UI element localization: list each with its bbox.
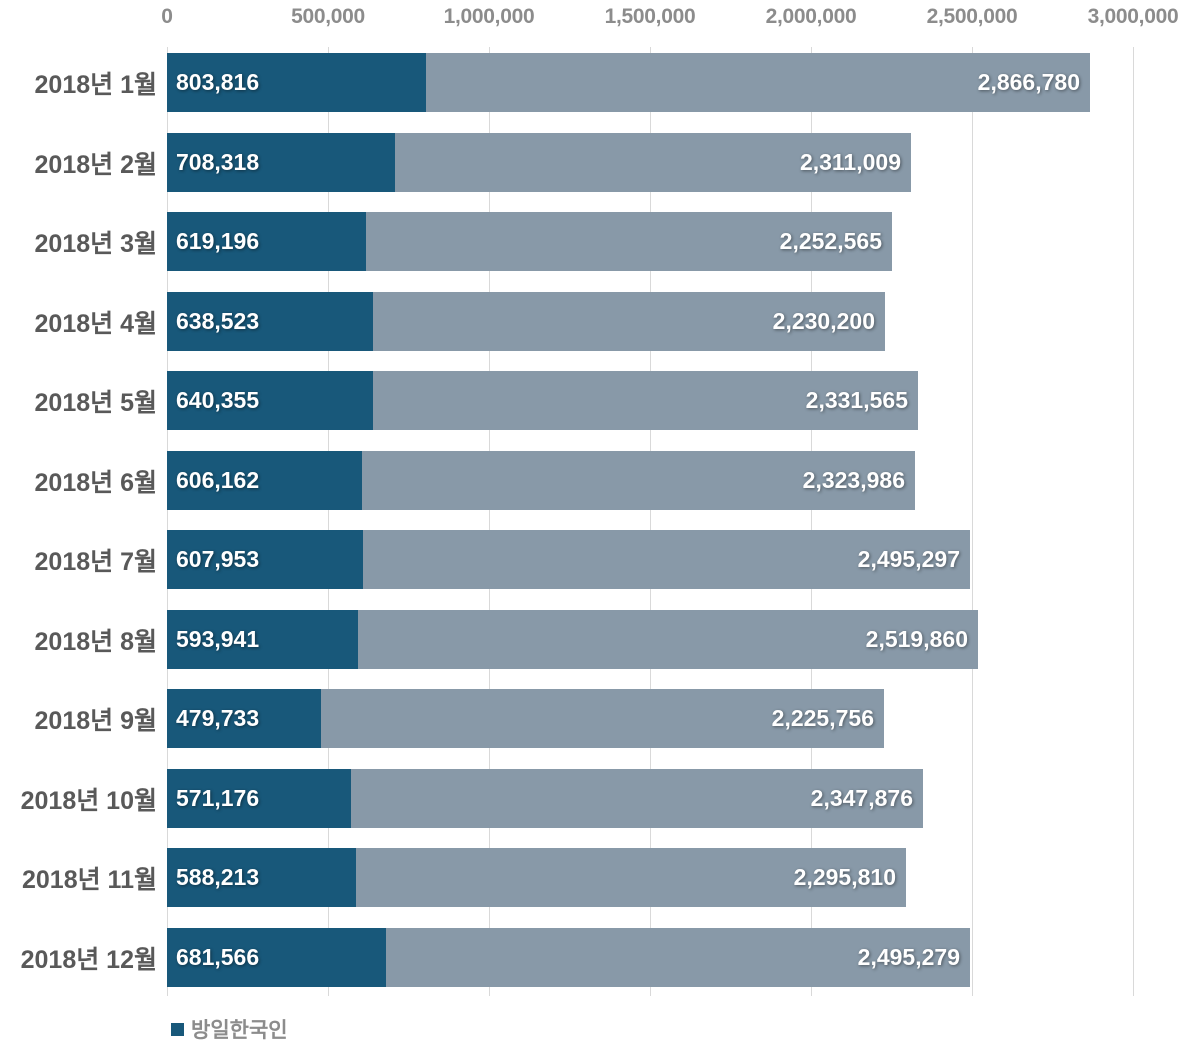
gridline <box>167 47 168 996</box>
category-label: 2018년 5월 <box>34 388 157 417</box>
legend-label: 방일한국인 <box>191 1019 288 1042</box>
bar-korean-value-label: 681,566 <box>176 944 260 970</box>
bar-row: 607,953 2,495,297 <box>167 530 970 589</box>
legend: 방일한국인 <box>171 1015 288 1043</box>
bar-total-value-label: 2,495,279 <box>857 944 960 970</box>
bar-korean-value-label: 607,953 <box>176 546 260 572</box>
category-label: 2018년 7월 <box>34 547 157 576</box>
bar-total-value-label: 2,311,009 <box>799 149 901 175</box>
bar-korean-segment <box>167 530 363 589</box>
gridline <box>650 47 651 996</box>
bar-total-value-label: 2,495,297 <box>857 546 960 572</box>
bar-korean-value-label: 638,523 <box>176 308 260 334</box>
bar-row: 681,566 2,495,279 <box>167 928 970 987</box>
bar-total-value-label: 2,252,565 <box>779 228 882 254</box>
axis-tick-label: 0 <box>161 5 173 28</box>
bar-korean-segment <box>167 769 351 828</box>
bar-row: 571,176 2,347,876 <box>167 769 923 828</box>
bar-total-value-label: 2,347,876 <box>810 785 913 811</box>
bar-total-value-label: 2,295,810 <box>793 864 896 890</box>
bar-total-value-label: 2,866,780 <box>977 69 1080 95</box>
axis-tick-label: 2,500,000 <box>926 5 1018 28</box>
category-label: 2018년 1월 <box>34 70 157 99</box>
category-label: 2018년 4월 <box>34 309 157 338</box>
bar-row: 593,941 2,519,860 <box>167 610 978 669</box>
bar-korean-segment <box>167 689 321 748</box>
bar-row: 638,523 2,230,200 <box>167 292 885 351</box>
category-label: 2018년 12월 <box>20 945 157 974</box>
bar-row: 479,733 2,225,756 <box>167 689 884 748</box>
bar-korean-segment <box>167 53 426 112</box>
bar-korean-value-label: 640,355 <box>176 387 260 413</box>
axis-tick-label: 1,000,000 <box>443 5 535 28</box>
axis-tick-label: 2,000,000 <box>765 5 857 28</box>
bar-total-value-label: 2,519,860 <box>865 626 968 652</box>
bar-row: 588,213 2,295,810 <box>167 848 906 907</box>
category-label: 2018년 10월 <box>20 786 157 815</box>
axis-tick-label: 500,000 <box>291 5 365 28</box>
category-label: 2018년 2월 <box>34 150 157 179</box>
bar-korean-segment <box>167 451 362 510</box>
bar-korean-segment <box>167 371 373 430</box>
bar-total-value-label: 2,323,986 <box>802 467 905 493</box>
gridline <box>489 47 490 996</box>
bar-korean-segment <box>167 848 356 907</box>
category-label: 2018년 9월 <box>34 706 157 735</box>
bar-row: 803,816 2,866,780 <box>167 53 1090 112</box>
bar-korean-value-label: 619,196 <box>176 228 260 254</box>
gridline <box>811 47 812 996</box>
axis-tick-label: 3,000,000 <box>1087 5 1179 28</box>
bar-korean-segment <box>167 212 366 271</box>
gridline <box>328 47 329 996</box>
bar-korean-value-label: 708,318 <box>176 149 260 175</box>
bar-korean-segment <box>167 610 358 669</box>
axis-tick-label: 1,500,000 <box>604 5 696 28</box>
bar-korean-segment <box>167 133 395 192</box>
category-label: 2018년 3월 <box>34 229 157 258</box>
category-label: 2018년 8월 <box>34 627 157 656</box>
bar-korean-value-label: 803,816 <box>176 69 260 95</box>
bar-korean-segment <box>167 292 373 351</box>
bar-korean-segment <box>167 928 386 987</box>
bar-korean-value-label: 571,176 <box>176 785 260 811</box>
bar-row: 708,318 2,311,009 <box>167 133 911 192</box>
bar-korean-value-label: 593,941 <box>176 626 260 652</box>
bar-total-value-label: 2,230,200 <box>772 308 875 334</box>
bar-total-value-label: 2,225,756 <box>771 705 874 731</box>
bar-row: 619,196 2,252,565 <box>167 212 892 271</box>
bar-row: 640,355 2,331,565 <box>167 371 918 430</box>
gridline <box>972 47 973 996</box>
gridline <box>1133 47 1134 996</box>
bar-korean-value-label: 588,213 <box>176 864 260 890</box>
bar-korean-value-label: 606,162 <box>176 467 260 493</box>
category-label: 2018년 11월 <box>22 865 157 894</box>
bar-korean-value-label: 479,733 <box>176 705 260 731</box>
legend-swatch-icon <box>171 1022 184 1036</box>
bar-total-value-label: 2,331,565 <box>805 387 908 413</box>
bar-row: 606,162 2,323,986 <box>167 451 915 510</box>
category-label: 2018년 6월 <box>34 468 157 497</box>
